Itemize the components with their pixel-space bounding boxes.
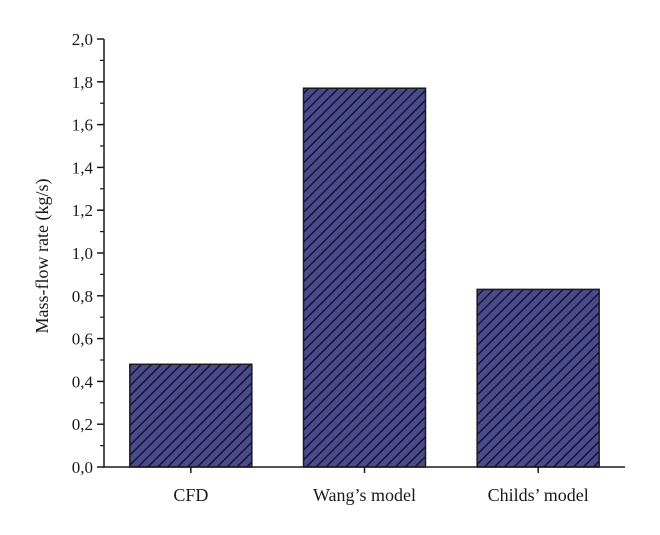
y-tick-label: 1,4	[72, 158, 94, 177]
y-tick-label: 2,0	[72, 30, 93, 49]
x-tick-label: CFD	[173, 485, 208, 505]
x-tick-label: Wang’s model	[313, 485, 416, 505]
y-tick-label: 0,0	[72, 458, 93, 477]
y-axis-title: Mass-flow rate (kg/s)	[32, 179, 53, 334]
y-tick-label: 0,8	[72, 287, 93, 306]
bar-2	[476, 288, 600, 468]
y-tick-label: 1,0	[72, 244, 93, 263]
y-axis: 0,0 0,2 0,4 0,6 0,8 1,0 1,2 1,4 1,6 1,8 2,0	[72, 30, 105, 477]
y-tick-label: 0,4	[72, 372, 94, 391]
x-tick-label: Childs’ model	[488, 485, 589, 505]
y-tick-label: 0,6	[72, 330, 93, 349]
y-tick-label: 1,8	[72, 73, 93, 92]
bar-1	[302, 87, 427, 468]
y-tick-label: 1,6	[72, 116, 93, 135]
y-tick-label: 0,2	[72, 415, 93, 434]
y-tick-label: 1,2	[72, 201, 93, 220]
bars-group	[129, 87, 600, 468]
bar-0	[129, 363, 253, 468]
x-axis: CFD Wang’s model Childs’ model	[103, 466, 625, 505]
